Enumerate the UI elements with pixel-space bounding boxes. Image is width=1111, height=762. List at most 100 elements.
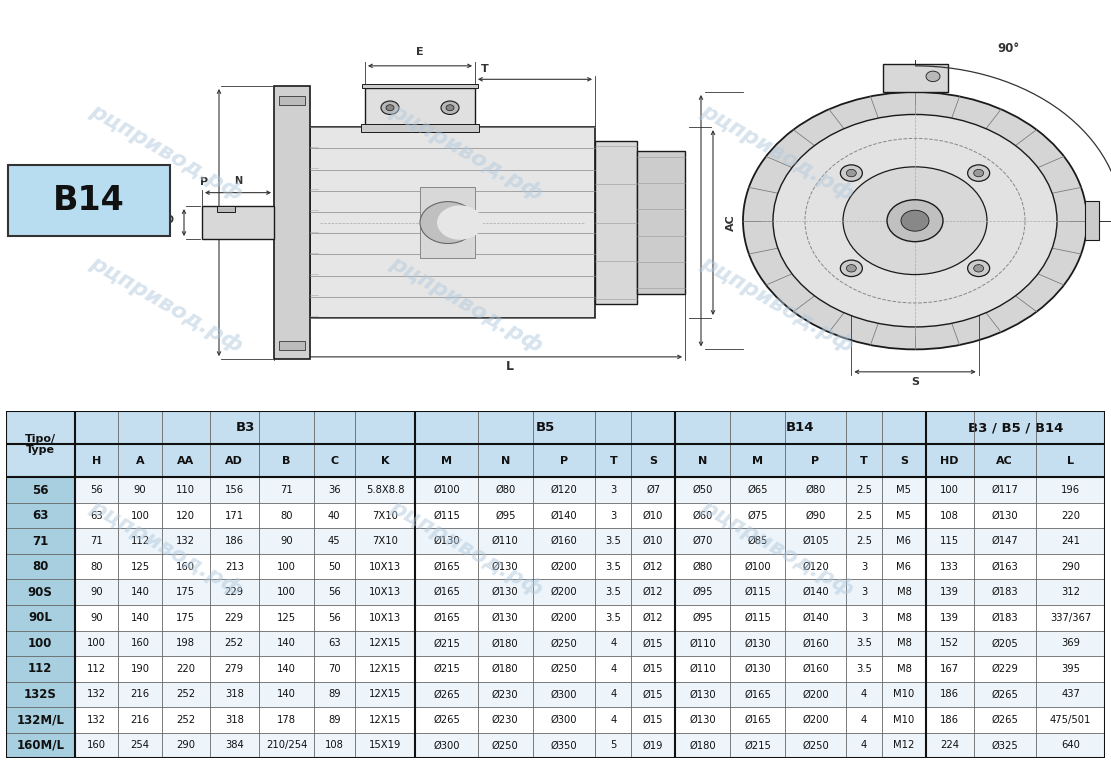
Bar xyxy=(675,656,730,681)
Text: 36: 36 xyxy=(328,485,341,495)
Text: Ø110: Ø110 xyxy=(492,536,519,546)
Text: Ø80: Ø80 xyxy=(496,485,516,495)
Bar xyxy=(785,707,845,732)
Bar xyxy=(925,503,973,528)
Text: Ø110: Ø110 xyxy=(689,639,715,648)
Text: P: P xyxy=(200,178,208,187)
Bar xyxy=(785,477,845,503)
Bar xyxy=(6,630,74,656)
Text: A: A xyxy=(136,456,144,466)
Bar xyxy=(478,656,533,681)
Bar xyxy=(925,732,973,758)
Text: P: P xyxy=(811,456,820,466)
Bar xyxy=(354,630,416,656)
Text: 241: 241 xyxy=(1061,536,1080,546)
Text: Ø115: Ø115 xyxy=(433,511,460,520)
Text: 80: 80 xyxy=(32,560,49,573)
Bar xyxy=(259,579,314,605)
Text: 90: 90 xyxy=(90,613,103,623)
Bar xyxy=(882,732,925,758)
Bar xyxy=(119,656,162,681)
Text: 112: 112 xyxy=(130,536,150,546)
Text: Ø130: Ø130 xyxy=(433,536,460,546)
Text: Ø165: Ø165 xyxy=(433,588,460,597)
Text: 40: 40 xyxy=(328,511,341,520)
Bar xyxy=(785,528,845,554)
Circle shape xyxy=(441,101,459,114)
Text: M6: M6 xyxy=(897,536,911,546)
Text: AC: AC xyxy=(997,456,1013,466)
Bar xyxy=(74,681,119,707)
Bar xyxy=(416,503,478,528)
Bar xyxy=(595,503,631,528)
Text: 140: 140 xyxy=(131,588,150,597)
Text: рцпривод.рф: рцпривод.рф xyxy=(698,497,858,600)
Bar xyxy=(162,681,210,707)
Text: рцпривод.рф: рцпривод.рф xyxy=(387,101,547,204)
Text: 160: 160 xyxy=(177,562,196,572)
Text: Ø180: Ø180 xyxy=(689,741,715,751)
Text: M8: M8 xyxy=(897,639,911,648)
Bar xyxy=(595,656,631,681)
Circle shape xyxy=(843,167,987,274)
Bar xyxy=(274,86,310,359)
Text: Ø75: Ø75 xyxy=(748,511,768,520)
Bar xyxy=(631,444,675,477)
Text: 156: 156 xyxy=(224,485,243,495)
Text: 90°: 90° xyxy=(997,43,1019,56)
Bar xyxy=(730,579,785,605)
Text: B3: B3 xyxy=(236,421,254,434)
Text: Ø300: Ø300 xyxy=(551,715,578,725)
Text: M: M xyxy=(752,456,763,466)
Text: 3: 3 xyxy=(861,562,868,572)
Circle shape xyxy=(840,165,862,181)
Bar xyxy=(314,681,354,707)
FancyBboxPatch shape xyxy=(8,165,170,235)
Text: 132: 132 xyxy=(87,690,106,700)
Text: 120: 120 xyxy=(177,511,196,520)
Bar xyxy=(595,444,631,477)
Text: 196: 196 xyxy=(1061,485,1080,495)
Bar xyxy=(314,444,354,477)
Text: 56: 56 xyxy=(328,588,341,597)
Text: Ø130: Ø130 xyxy=(744,664,771,674)
Text: 210/254: 210/254 xyxy=(266,741,307,751)
Text: 3.5: 3.5 xyxy=(605,613,621,623)
Text: Ø215: Ø215 xyxy=(433,664,460,674)
Bar xyxy=(279,96,306,104)
Circle shape xyxy=(847,264,857,272)
Bar xyxy=(119,732,162,758)
Text: 90: 90 xyxy=(133,485,147,495)
Bar xyxy=(354,707,416,732)
Text: 167: 167 xyxy=(940,664,959,674)
Bar xyxy=(74,503,119,528)
Bar xyxy=(882,579,925,605)
Bar xyxy=(74,707,119,732)
Text: 3.5: 3.5 xyxy=(605,536,621,546)
Bar xyxy=(162,444,210,477)
Text: 139: 139 xyxy=(940,613,959,623)
Text: Ø250: Ø250 xyxy=(802,741,829,751)
Text: Ø10: Ø10 xyxy=(643,536,663,546)
Bar xyxy=(785,444,845,477)
Circle shape xyxy=(386,104,394,110)
Text: 112: 112 xyxy=(28,662,52,675)
Text: 3.5: 3.5 xyxy=(605,588,621,597)
Text: 100: 100 xyxy=(277,562,296,572)
Text: 45: 45 xyxy=(328,536,341,546)
Bar xyxy=(6,554,74,579)
Text: Ø50: Ø50 xyxy=(692,485,712,495)
Text: 3: 3 xyxy=(610,511,617,520)
Text: рцпривод.рф: рцпривод.рф xyxy=(87,101,247,204)
Text: M6: M6 xyxy=(897,562,911,572)
Bar xyxy=(631,477,675,503)
Text: Ø117: Ø117 xyxy=(991,485,1018,495)
Text: K: K xyxy=(381,456,389,466)
Text: 12X15: 12X15 xyxy=(369,639,401,648)
Bar xyxy=(882,444,925,477)
Text: Ø15: Ø15 xyxy=(643,664,663,674)
Bar xyxy=(210,503,259,528)
Bar xyxy=(845,503,882,528)
Text: 216: 216 xyxy=(130,690,150,700)
Circle shape xyxy=(381,101,399,114)
